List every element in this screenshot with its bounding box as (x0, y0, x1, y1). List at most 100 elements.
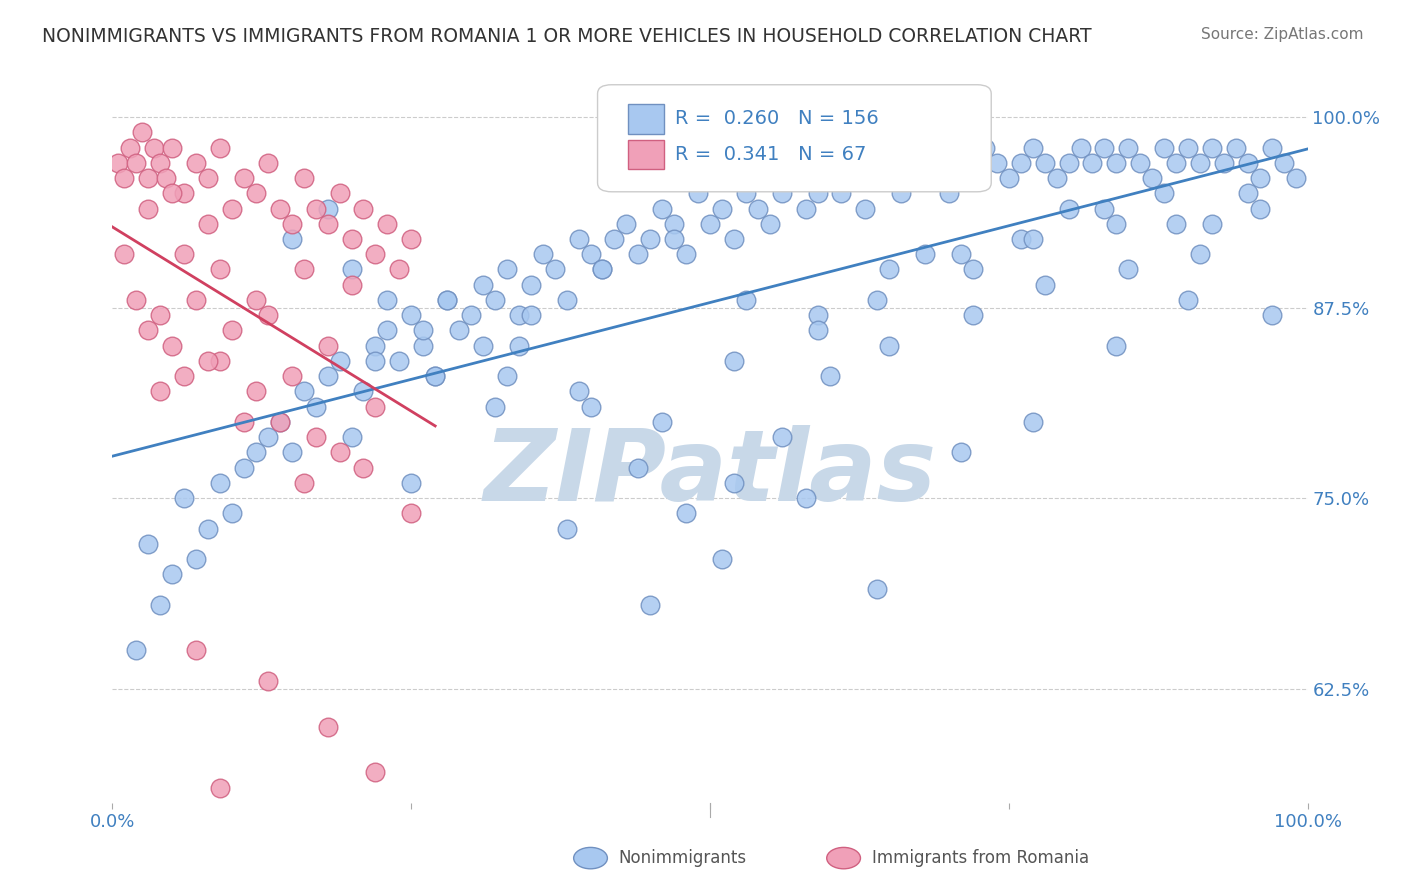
Point (460, 308, 482, 322)
Point (401, 232, 423, 246)
Point (281, 232, 304, 246)
Point (711, 202, 734, 216)
Point (914, 156, 936, 170)
Point (472, 277, 495, 292)
Point (412, 323, 434, 337)
Point (186, 552, 208, 566)
Text: R =  0.260   N = 156: R = 0.260 N = 156 (675, 109, 879, 128)
Point (1129, 156, 1152, 170)
Point (209, 354, 232, 368)
Point (879, 156, 901, 170)
Point (173, 491, 195, 505)
Point (986, 156, 1008, 170)
Point (1153, 140, 1175, 154)
Point (305, 202, 328, 216)
Point (1105, 339, 1128, 353)
Point (1261, 308, 1284, 322)
Point (592, 262, 614, 277)
Point (782, 171, 804, 186)
Point (842, 156, 865, 170)
Point (221, 202, 243, 216)
Point (1237, 186, 1260, 201)
Point (329, 186, 352, 201)
Point (688, 186, 710, 201)
Point (603, 232, 626, 246)
Point (233, 171, 256, 186)
Point (496, 262, 519, 277)
Point (1105, 156, 1128, 170)
Point (1249, 202, 1271, 216)
Point (759, 217, 782, 231)
Point (281, 811, 304, 825)
Point (484, 293, 506, 307)
Point (640, 598, 662, 612)
Point (807, 186, 830, 201)
Point (1237, 156, 1260, 170)
Point (1094, 140, 1116, 154)
Point (1022, 415, 1045, 429)
Point (723, 354, 745, 368)
Point (292, 384, 315, 399)
Point (998, 171, 1021, 186)
Point (388, 354, 411, 368)
Point (257, 430, 280, 444)
Point (770, 430, 793, 444)
Text: R =  0.341   N = 67: R = 0.341 N = 67 (675, 145, 866, 164)
Point (664, 232, 686, 246)
Point (770, 186, 793, 201)
Point (186, 643, 208, 657)
Point (1010, 156, 1032, 170)
Point (162, 186, 183, 201)
Point (1022, 140, 1045, 154)
Point (186, 293, 208, 307)
Point (149, 598, 172, 612)
Point (281, 217, 304, 231)
Point (340, 277, 363, 292)
Point (747, 202, 769, 216)
Point (1249, 171, 1271, 186)
Point (401, 308, 423, 322)
Point (316, 202, 339, 216)
Point (627, 247, 650, 261)
Point (221, 323, 243, 337)
Point (131, 125, 153, 139)
Point (209, 475, 232, 490)
Point (818, 171, 841, 186)
Point (209, 780, 232, 795)
Point (114, 247, 135, 261)
Point (173, 369, 195, 384)
Point (138, 537, 160, 551)
Point (316, 720, 339, 734)
Point (305, 430, 328, 444)
Point (305, 400, 328, 414)
Point (1142, 171, 1164, 186)
Point (281, 445, 304, 459)
Point (292, 171, 315, 186)
Point (568, 384, 591, 399)
Point (794, 202, 817, 216)
Point (197, 171, 219, 186)
Point (388, 262, 411, 277)
Point (125, 156, 148, 170)
Point (269, 202, 291, 216)
Point (1166, 156, 1188, 170)
Point (592, 262, 614, 277)
Point (352, 460, 374, 475)
Point (269, 415, 291, 429)
Point (1033, 277, 1056, 292)
Point (1189, 156, 1212, 170)
Point (209, 262, 232, 277)
Point (245, 384, 267, 399)
Point (831, 186, 853, 201)
Point (221, 506, 243, 520)
Point (292, 475, 315, 490)
Point (950, 445, 973, 459)
Point (352, 384, 374, 399)
Point (1118, 140, 1140, 154)
Point (520, 308, 543, 322)
Point (1201, 217, 1223, 231)
Point (316, 369, 339, 384)
Point (616, 217, 638, 231)
Point (484, 400, 506, 414)
Point (364, 400, 387, 414)
